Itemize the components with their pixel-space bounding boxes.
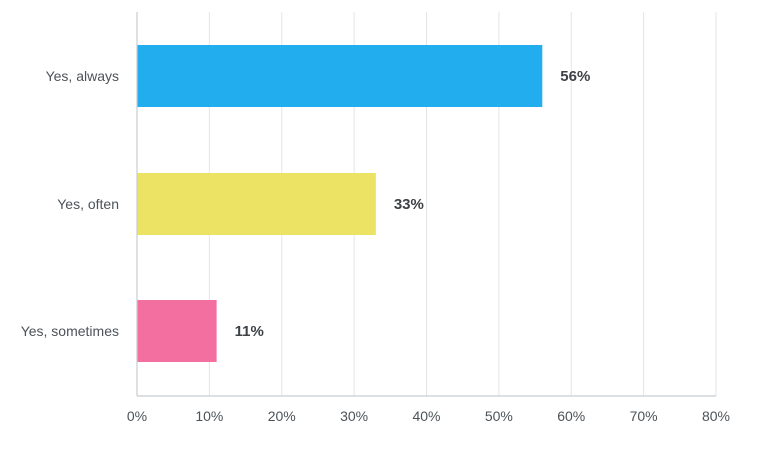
bar-value-label: 11%: [235, 323, 264, 340]
x-tick-label: 20%: [268, 408, 296, 424]
category-label: Yes, always: [46, 68, 119, 84]
bar-3: [137, 300, 217, 362]
bar-1: [137, 45, 543, 107]
x-tick-label: 70%: [630, 408, 658, 424]
bar-value-label: 33%: [394, 196, 424, 213]
x-tick-label: 40%: [412, 408, 440, 424]
bar-2: [137, 173, 376, 235]
axis-layer: [136, 12, 716, 397]
x-tick-label: 80%: [702, 408, 730, 424]
bar-value-label: 56%: [560, 68, 590, 85]
category-label: Yes, often: [57, 196, 119, 212]
x-tick-label: 0%: [127, 408, 147, 424]
bar-layer: [137, 45, 543, 362]
x-tick-label: 30%: [340, 408, 368, 424]
x-tick-label: 50%: [485, 408, 513, 424]
x-tick-label: 60%: [557, 408, 585, 424]
label-layer: 0% 10% 20% 30% 40% 50% 60% 70% 80% Yes, always 56%…: [21, 68, 730, 424]
x-tick-label: 10%: [195, 408, 223, 424]
category-label: Yes, sometimes: [21, 323, 119, 339]
